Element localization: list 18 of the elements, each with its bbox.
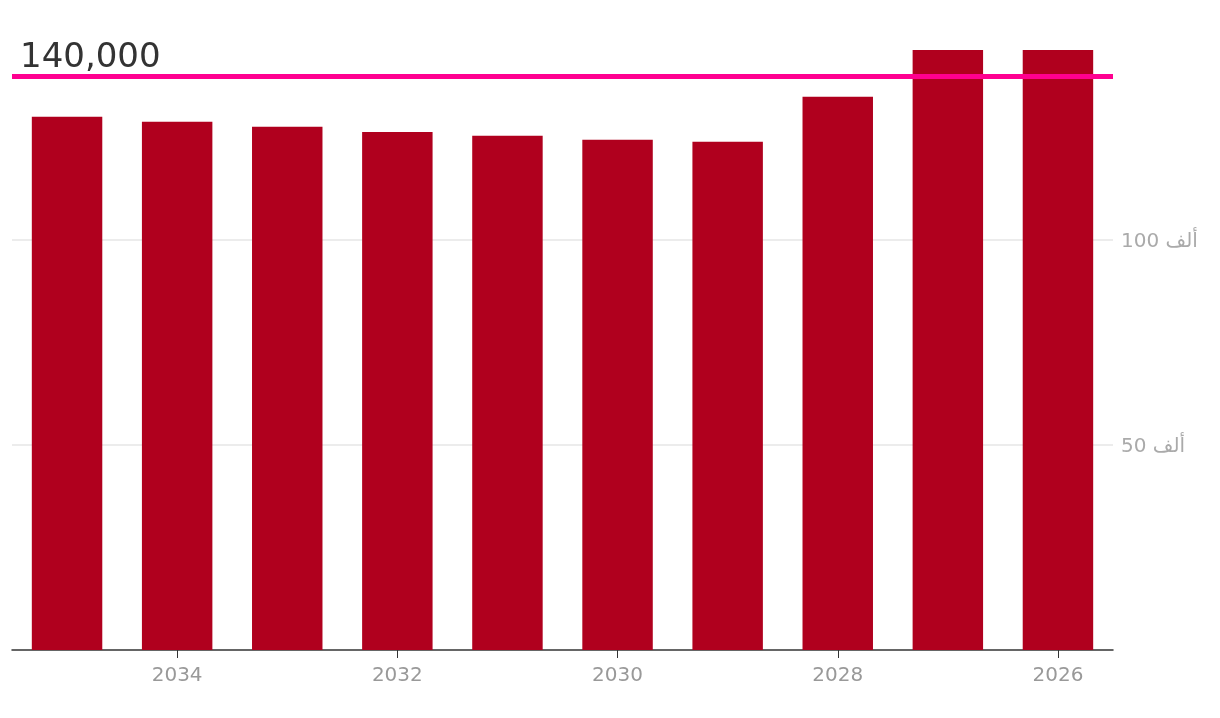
bar bbox=[31, 116, 103, 650]
bar bbox=[582, 139, 653, 650]
x-tick-label: 2034 bbox=[151, 662, 203, 686]
bar bbox=[912, 50, 984, 650]
bar bbox=[802, 96, 873, 650]
x-tick-label: 2026 bbox=[1032, 662, 1084, 686]
bar bbox=[252, 126, 323, 650]
x-tick-label: 2028 bbox=[812, 662, 864, 686]
bar bbox=[692, 141, 763, 650]
bar bbox=[141, 121, 213, 650]
x-tick-label: 2032 bbox=[371, 662, 423, 686]
bar bbox=[472, 135, 543, 650]
y-tick-label: 50 ألف bbox=[1121, 431, 1186, 457]
ref-line-label: 140,000 bbox=[20, 34, 161, 75]
bar bbox=[1022, 50, 1094, 650]
bar bbox=[362, 132, 433, 650]
y-tick-label: 100 ألف bbox=[1121, 226, 1198, 252]
x-tick-label: 2030 bbox=[592, 662, 643, 686]
